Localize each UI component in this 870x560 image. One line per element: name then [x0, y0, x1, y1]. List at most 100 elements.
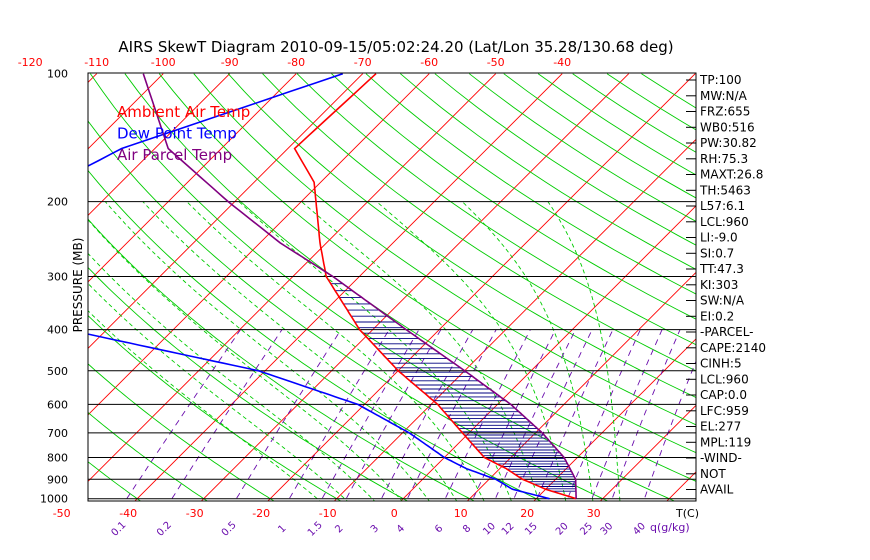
index-label: TP:100 [699, 73, 742, 87]
index-label: CAP:0.0 [700, 388, 747, 402]
bottom-temp-tick-label: 10 [454, 507, 468, 520]
index-label: AVAIL [700, 483, 734, 497]
dry-adiabat-line [88, 218, 476, 501]
mixing-ratio-line [590, 329, 663, 501]
mixing-ratio-line [344, 329, 442, 501]
isotherm-line [466, 271, 696, 501]
dry-adiabat-line [400, 73, 696, 270]
mixing-ratio-tick-label: 25 [578, 521, 595, 538]
moist-adiabat-line [88, 252, 376, 501]
index-label: NOT [700, 467, 726, 481]
mixing-ratio-line [443, 329, 531, 501]
index-label: EL:277 [700, 420, 741, 434]
profile-line-ambient-air-temp [293, 73, 577, 500]
index-label: LI:-9.0 [700, 231, 738, 245]
dry-adiabat-line [193, 73, 696, 426]
isotherm-line [533, 338, 696, 501]
dry-adiabat-line [124, 73, 696, 482]
isotherm-line [88, 73, 430, 416]
moist-adiabat-line [88, 310, 321, 501]
top-temp-tick-label: -70 [354, 56, 372, 69]
dry-adiabat-line [434, 73, 696, 246]
bottom-temp-unit: T(C) [675, 507, 699, 520]
mixing-ratio-line [234, 329, 342, 501]
mixing-ratio-tick-label: 1.5 [306, 520, 325, 539]
index-label: WB0:516 [700, 120, 755, 134]
pressure-tick-label: 600 [47, 398, 68, 411]
dry-adiabat-line [158, 73, 696, 454]
top-temp-tick-label: -40 [553, 56, 571, 69]
index-label: RH:75.3 [700, 152, 748, 166]
bottom-temp-tick-label: -40 [119, 507, 137, 520]
top-temp-tick-label: -80 [287, 56, 305, 69]
legend-entry: Dew Point Temp [117, 125, 237, 143]
mixing-ratio-tick-label: 8 [461, 523, 473, 535]
index-label: PW:30.82 [700, 136, 757, 150]
top-temp-tick-label: -100 [151, 56, 176, 69]
dry-adiabat-line [88, 266, 409, 501]
bottom-temp-tick-label: -20 [252, 507, 270, 520]
moist-adiabat-line [186, 201, 485, 501]
pressure-tick-label: 1000 [40, 493, 68, 506]
isotherm-line [599, 404, 696, 501]
isotherm-line [88, 73, 164, 150]
pressure-tick-label: 500 [47, 365, 68, 378]
isotherm-line [400, 205, 696, 501]
isotherm-line [88, 73, 231, 217]
top-temp-tick-label: -90 [221, 56, 239, 69]
index-label: L57:6.1 [700, 199, 745, 213]
dry-adiabat-line [365, 73, 696, 295]
index-label: CAPE:2140 [700, 341, 766, 355]
dry-adiabat-line [88, 363, 275, 501]
mixing-ratio-line [610, 329, 681, 501]
legend-entry: Air Parcel Temp [117, 146, 232, 164]
mixing-ratio-line [124, 329, 241, 501]
dry-adiabat-line [331, 73, 696, 320]
pressure-tick-label: 300 [47, 271, 68, 284]
bottom-temp-tick-label: 20 [520, 507, 534, 520]
mixing-ratio-line [320, 329, 420, 501]
top-temp-tick-label: -60 [420, 56, 438, 69]
mixing-ratio-line [566, 329, 641, 501]
mixing-ratio-line [535, 329, 614, 501]
mixing-ratio-tick-label: 15 [523, 521, 540, 538]
index-label: CINH:5 [700, 357, 742, 371]
index-label: SW:N/A [700, 294, 745, 308]
pressure-tick-label: 900 [47, 473, 68, 486]
index-label: TT:47.3 [699, 262, 744, 276]
index-label: MPL:119 [700, 435, 751, 449]
isotherm-line [0, 74, 30, 508]
mixing-ratio-tick-label: 40 [631, 521, 648, 538]
moist-adiabat-line [238, 201, 512, 501]
mixing-ratio-tick-label: 6 [433, 523, 445, 535]
dry-adiabat-line [469, 73, 696, 222]
bottom-temp-tick-label: 0 [391, 507, 398, 520]
chart-title: AIRS SkewT Diagram 2010-09-15/05:02:24.2… [118, 38, 673, 56]
dry-adiabat-line [262, 73, 696, 372]
bottom-temp-tick-label: -50 [53, 507, 71, 520]
isotherm-line [267, 73, 696, 501]
moist-adiabat-line [376, 201, 567, 501]
profile-line-dew-point-temp [88, 73, 550, 500]
top-temp-tick-label: -50 [487, 56, 505, 69]
moist-adiabat-line [301, 201, 540, 501]
index-label: MW:N/A [700, 89, 748, 103]
mixing-ratio-tick-label: 0.2 [155, 520, 174, 539]
mixing-ratio-line [287, 329, 390, 501]
mixing-ratio-tick-label: 1 [276, 523, 288, 535]
dry-adiabat-line [88, 169, 542, 501]
index-label: LFC:959 [700, 404, 749, 418]
mixing-ratio-line [643, 360, 696, 501]
mixing-ratio-line [169, 329, 283, 501]
top-temp-tick-label: -120 [18, 56, 43, 69]
pressure-tick-label: 100 [47, 68, 68, 81]
index-label: EI:0.2 [700, 309, 734, 323]
mixing-ratio-tick-label: 10 [481, 521, 498, 538]
pressure-tick-label: 200 [47, 196, 68, 209]
mixing-ratio-line [512, 329, 593, 501]
top-temp-tick-label: -110 [84, 56, 109, 69]
dry-adiabat-line [88, 411, 209, 501]
bottom-temp-tick-label: -10 [319, 507, 337, 520]
dry-adiabat-line [88, 461, 142, 501]
